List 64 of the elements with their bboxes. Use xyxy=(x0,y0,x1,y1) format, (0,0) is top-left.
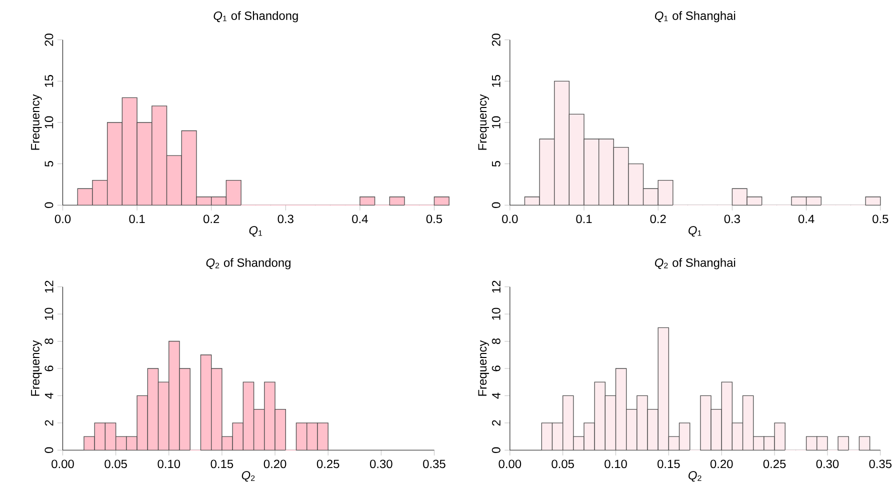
x-tick-label: 0.35 xyxy=(423,460,446,468)
y-tick-label: 2 xyxy=(44,420,54,426)
y-tick-label: 2 xyxy=(492,420,500,426)
y-tick-label: 4 xyxy=(492,392,500,399)
y-axis-title: Frequency xyxy=(478,94,489,150)
x-axis-title: Q$_{2}$ xyxy=(242,471,255,482)
y-tick-label: 15 xyxy=(44,75,54,87)
y-tick-label: 20 xyxy=(44,34,54,46)
y-tick-label: 12 xyxy=(44,280,54,293)
x-tick-label: 0.0 xyxy=(502,214,518,224)
x-tick-label: 0.15 xyxy=(210,460,234,468)
x-tick-label: 0.2 xyxy=(203,214,220,224)
x-tick-label: 0.3 xyxy=(278,214,294,224)
x-tick-label: 0.00 xyxy=(498,460,522,468)
y-tick-label: 12 xyxy=(492,280,500,293)
y-axis-title: Frequency xyxy=(31,94,42,150)
x-tick-label: 0.3 xyxy=(724,214,740,224)
y-tick-label: 0 xyxy=(492,447,500,454)
x-tick-label: 0.2 xyxy=(650,214,666,224)
x-tick-label: 0.25 xyxy=(763,460,786,468)
x-axis-title: Q$_{1}$ xyxy=(688,226,702,237)
x-tick-label: 0.4 xyxy=(798,214,814,224)
x-tick-label: 0.05 xyxy=(104,460,127,468)
x-tick-label: 0.05 xyxy=(552,460,574,468)
x-tick-label: 0.1 xyxy=(576,214,592,224)
y-tick-label: 0 xyxy=(44,447,54,454)
x-tick-label: 0.25 xyxy=(316,460,340,468)
x-axis-title: Q$_{1}$ xyxy=(249,226,262,237)
y-tick-label: 6 xyxy=(492,366,500,372)
x-tick-label: 0.5 xyxy=(872,214,888,224)
y-tick-label: 5 xyxy=(44,161,54,167)
y-tick-label: 15 xyxy=(492,75,500,87)
y-tick-label: 6 xyxy=(44,366,54,372)
x-tick-label: 0.30 xyxy=(370,460,392,468)
x-tick-label: 0.00 xyxy=(52,460,74,468)
y-axis-title: Frequency xyxy=(31,340,42,396)
x-tick-label: 0.4 xyxy=(352,214,368,224)
y-tick-label: 8 xyxy=(492,338,500,344)
y-tick-label: 0 xyxy=(44,202,54,208)
y-tick-label: 10 xyxy=(44,116,54,128)
x-axis-title: Q$_{2}$ xyxy=(688,471,702,482)
y-tick-label: 4 xyxy=(44,392,54,399)
x-tick-label: 0.10 xyxy=(604,460,627,468)
x-tick-label: 0.15 xyxy=(658,460,680,468)
y-tick-label: 0 xyxy=(492,202,500,208)
y-tick-label: 20 xyxy=(492,34,500,46)
chart-title: Q$_{1}$ of Shandong xyxy=(214,11,298,22)
x-tick-label: 0.0 xyxy=(54,214,71,224)
y-tick-label: 10 xyxy=(44,308,54,320)
y-tick-label: 5 xyxy=(492,161,500,167)
y-tick-label: 10 xyxy=(492,308,500,320)
x-tick-label: 0.30 xyxy=(816,460,839,468)
x-tick-label: 0.10 xyxy=(158,460,180,468)
y-tick-label: 10 xyxy=(492,116,500,128)
y-tick-label: 8 xyxy=(44,338,54,344)
x-tick-label: 0.20 xyxy=(710,460,733,468)
x-tick-label: 0.20 xyxy=(264,460,286,468)
chart-title: Q$_{2}$ of Shanghai xyxy=(654,258,736,270)
x-tick-label: 0.5 xyxy=(426,214,442,224)
chart-title: Q$_{2}$ of Shandong xyxy=(206,258,290,270)
x-tick-label: 0.1 xyxy=(129,214,145,224)
x-tick-label: 0.35 xyxy=(869,460,892,468)
y-axis-title: Frequency xyxy=(478,340,489,396)
chart-title: Q$_{1}$ of Shanghai xyxy=(654,11,736,22)
